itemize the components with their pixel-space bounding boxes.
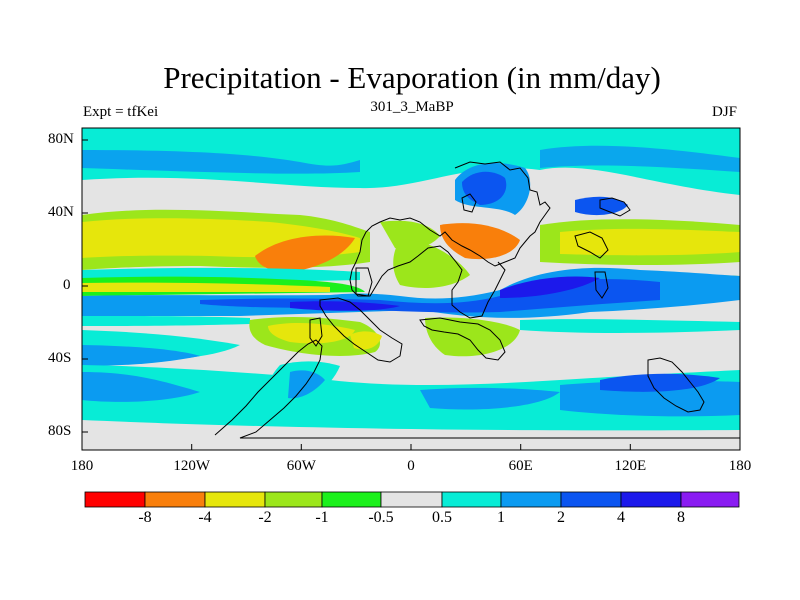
colorbar-label: -8 xyxy=(138,509,152,526)
x-tick-label: 180 xyxy=(70,458,94,474)
colorbar-label: -4 xyxy=(198,509,212,526)
coastlines xyxy=(214,161,740,439)
colorbar-swatch-5 xyxy=(321,491,382,508)
colorbar-swatch-9 xyxy=(560,491,622,508)
y-tick-label: 40N xyxy=(48,204,74,220)
x-tick-label: 120E xyxy=(614,458,647,474)
x-tick-label: 0 xyxy=(407,458,415,474)
colorbar-label: 8 xyxy=(677,509,685,526)
colorbar-label: -1 xyxy=(315,509,329,526)
colorbar-swatch-2 xyxy=(144,491,206,508)
experiment-label: Expt = tfKei xyxy=(83,104,159,120)
x-tick-label: 120W xyxy=(173,458,211,474)
y-tick-label: 0 xyxy=(63,277,71,293)
colorbar-label: 2 xyxy=(557,509,565,526)
x-tick-label: 180 xyxy=(728,458,752,474)
y-tick-label: 40S xyxy=(48,350,72,366)
colorbar-swatch-8 xyxy=(500,491,562,508)
colorbar-swatch-1 xyxy=(84,491,146,508)
season-label: DJF xyxy=(712,104,738,120)
colorbar-swatch-10 xyxy=(620,491,682,508)
colorbar xyxy=(84,491,740,508)
colorbar-swatch-11 xyxy=(680,491,740,508)
colorbar-swatch-7 xyxy=(441,491,502,508)
colorbar-label: -0.5 xyxy=(368,509,394,526)
map-subtitle: 301_3_MaBP xyxy=(370,99,454,115)
y-tick-label: 80N xyxy=(48,131,74,147)
colorbar-label: 4 xyxy=(617,509,625,526)
map-frame xyxy=(81,127,741,451)
map-title: Precipitation - Evaporation (in mm/day) xyxy=(163,60,661,95)
precip-evap-field xyxy=(82,128,740,450)
colorbar-swatch-4 xyxy=(264,491,323,508)
colorbar-swatch-6 xyxy=(380,491,443,508)
colorbar-label: 0.5 xyxy=(432,509,452,526)
colorbar-swatch-3 xyxy=(204,491,266,508)
colorbar-label: -2 xyxy=(258,509,272,526)
colorbar-label: 1 xyxy=(497,509,505,526)
y-tick-label: 80S xyxy=(48,423,72,439)
x-tick-label: 60W xyxy=(286,458,316,474)
x-tick-label: 60E xyxy=(508,458,533,474)
